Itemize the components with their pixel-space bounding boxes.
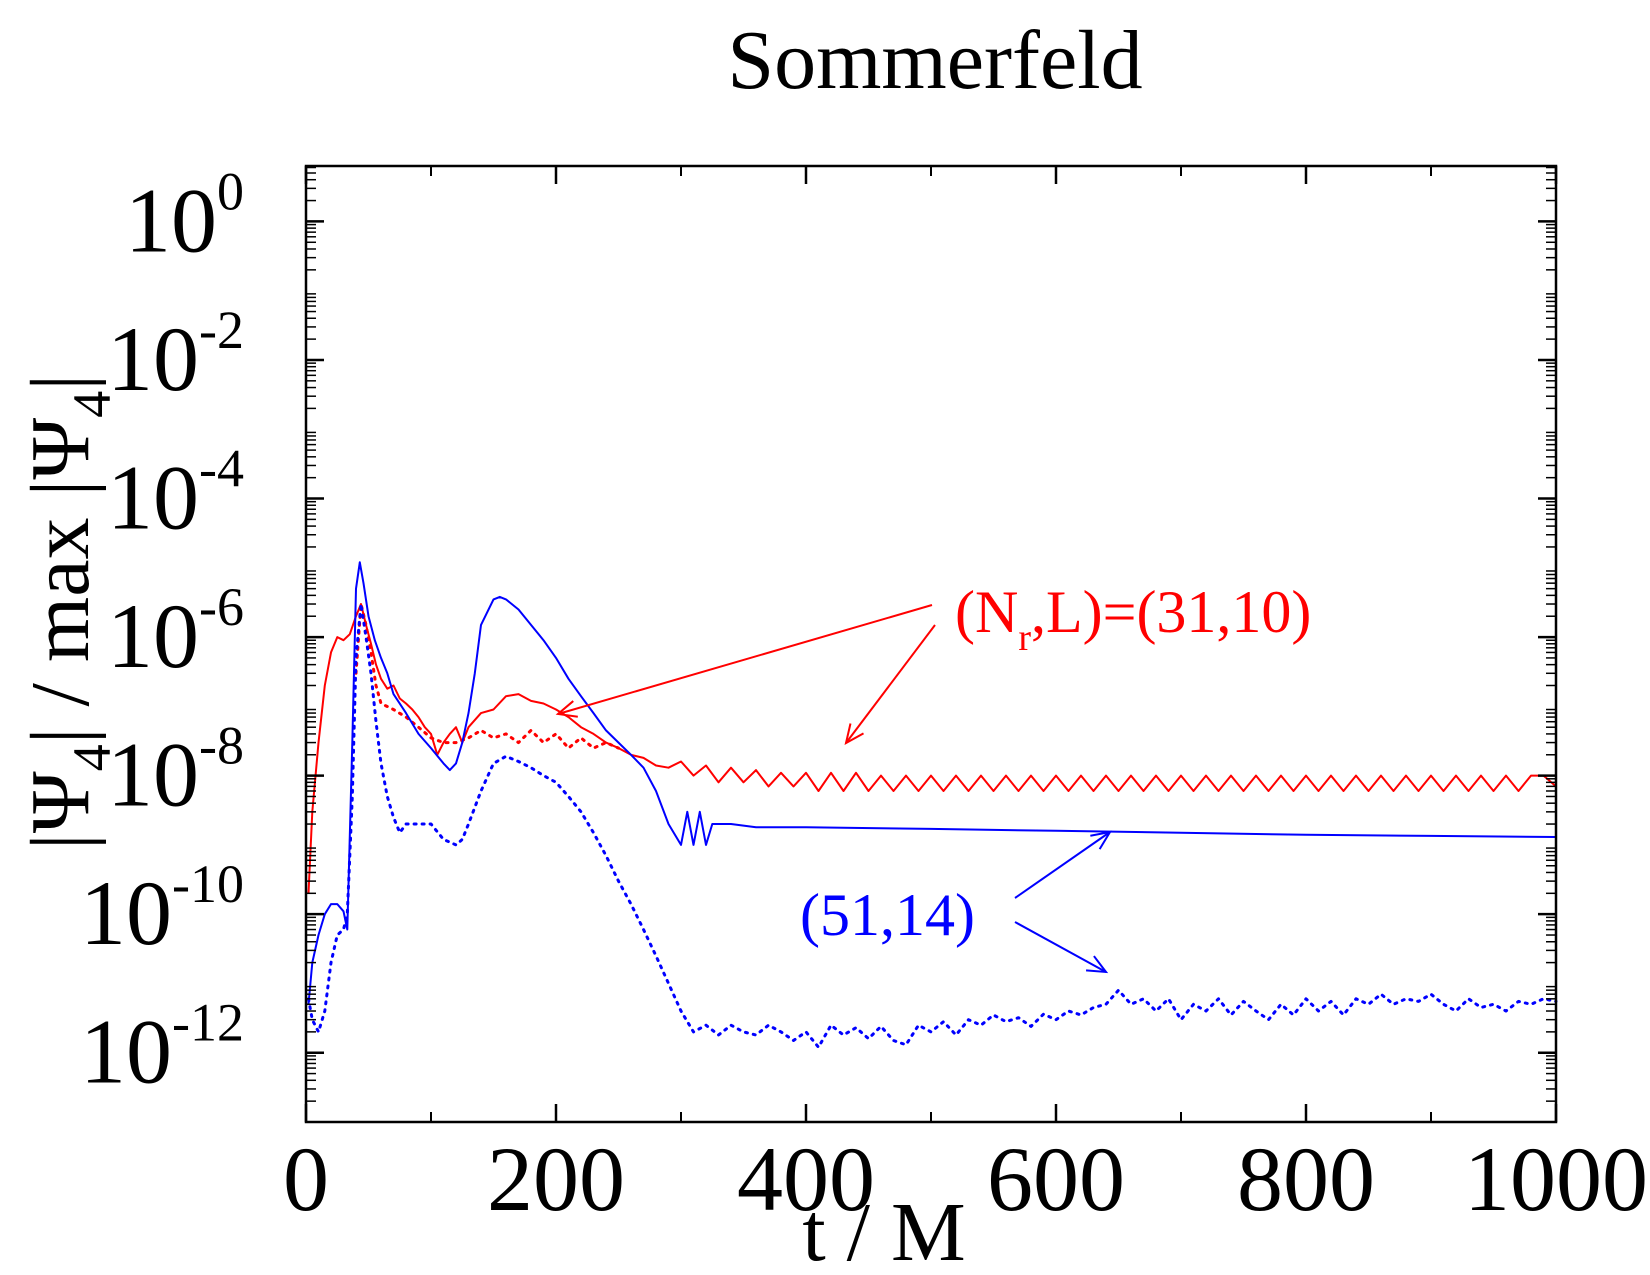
annotation-arrow-red xyxy=(555,604,933,718)
y-axis-title-part: | / max |Ψ xyxy=(14,418,107,745)
annotation-layer: (Nr,L)=(31,10) (51,14) xyxy=(555,579,1311,974)
solid-series-line-2 xyxy=(307,561,1557,1005)
y-axis-title: |Ψ4| / max |Ψ4| xyxy=(14,374,122,850)
dotted-series-line-1 xyxy=(354,602,620,750)
solid-series-line-0 xyxy=(307,603,1557,894)
x-tick-label: 200 xyxy=(487,1128,625,1230)
y-tick-label: 10-8 xyxy=(107,716,244,826)
annotation-label-red: (Nr,L)=(31,10) xyxy=(955,579,1311,659)
y-tick-label: 10-6 xyxy=(107,577,244,687)
annotation-arrow-blue xyxy=(1014,921,1109,974)
dotted-series-line-3 xyxy=(307,602,1558,1049)
x-tick-label: 600 xyxy=(987,1128,1125,1230)
svg-text:|Ψ4| / max |Ψ4|: |Ψ4| / max |Ψ4| xyxy=(14,374,122,850)
annotation-arrow-red xyxy=(844,624,936,745)
annotation-arrow-blue xyxy=(1014,830,1113,899)
y-axis-title-sub: 4 xyxy=(62,744,122,771)
y-tick-label: 10-10 xyxy=(80,854,244,964)
y-axis-title-part: |Ψ xyxy=(14,771,107,850)
plot-frame xyxy=(304,164,1558,1124)
series-layer xyxy=(307,561,1558,1049)
x-axis-title: t / M xyxy=(802,1186,965,1275)
y-tick-label: 10-4 xyxy=(107,439,244,549)
y-tick-label: 10-2 xyxy=(107,300,244,410)
x-tick-label: 1000 xyxy=(1464,1128,1648,1230)
y-tick-label: 100 xyxy=(125,161,244,271)
x-tick-label: 800 xyxy=(1237,1128,1375,1230)
annotation-label-blue: (51,14) xyxy=(800,882,975,948)
chart-title: Sommerfeld xyxy=(727,14,1142,107)
tick-layer: 0 200 400 600 800 1000 100 10-2 10-4 10-6 10-8 10-1… xyxy=(80,161,1648,1230)
y-tick-label: 10-12 xyxy=(80,993,244,1103)
y-axis-title-part: | xyxy=(14,374,107,391)
x-tick-label: 0 xyxy=(283,1128,329,1230)
y-axis-title-sub: 4 xyxy=(62,391,122,418)
x-tick-label: 400 xyxy=(737,1128,875,1230)
